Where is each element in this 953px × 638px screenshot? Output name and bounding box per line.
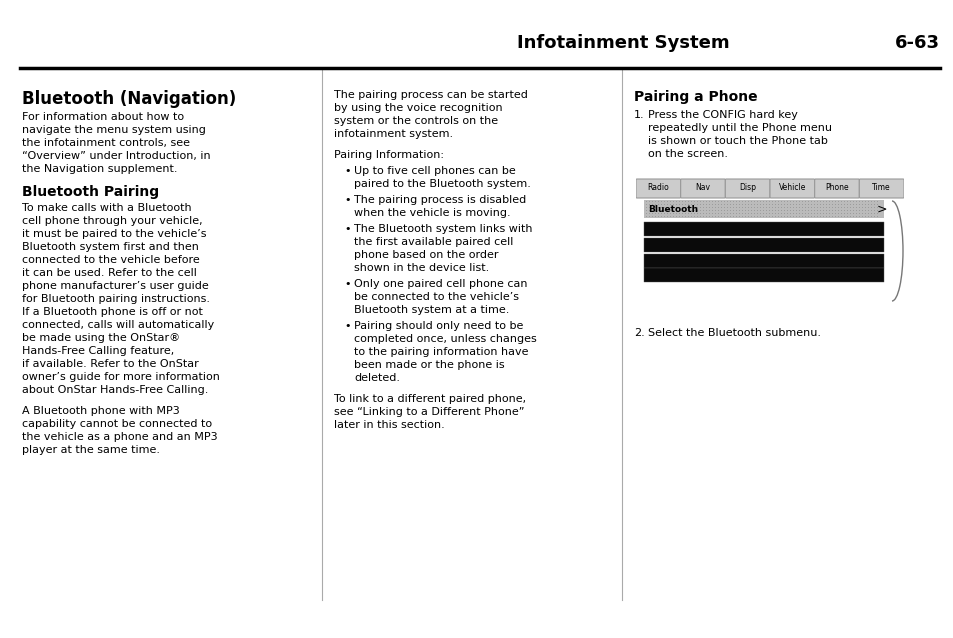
Text: 1.: 1. (634, 110, 644, 120)
Text: system or the controls on the: system or the controls on the (334, 116, 497, 126)
Text: the vehicle as a phone and an MP3: the vehicle as a phone and an MP3 (22, 432, 217, 442)
Text: Bluetooth system at a time.: Bluetooth system at a time. (354, 305, 509, 315)
Text: when the vehicle is moving.: when the vehicle is moving. (354, 208, 510, 218)
Text: infotainment system.: infotainment system. (334, 129, 453, 139)
Text: Radio: Radio (647, 184, 668, 193)
Text: Press the CONFIG hard key: Press the CONFIG hard key (647, 110, 797, 120)
Text: for Bluetooth pairing instructions.: for Bluetooth pairing instructions. (22, 294, 210, 304)
Text: about OnStar Hands-Free Calling.: about OnStar Hands-Free Calling. (22, 385, 208, 395)
Text: been made or the phone is: been made or the phone is (354, 360, 504, 370)
FancyBboxPatch shape (769, 179, 814, 198)
Text: deleted.: deleted. (354, 373, 399, 383)
Text: connected to the vehicle before: connected to the vehicle before (22, 255, 199, 265)
Text: Infotainment System: Infotainment System (517, 34, 729, 52)
FancyBboxPatch shape (814, 179, 859, 198)
Text: the first available paired cell: the first available paired cell (354, 237, 513, 247)
Text: The Bluetooth system links with: The Bluetooth system links with (354, 224, 532, 234)
Text: connected, calls will automatically: connected, calls will automatically (22, 320, 214, 330)
Bar (643, 222, 883, 236)
Text: the infotainment controls, see: the infotainment controls, see (22, 138, 190, 148)
Text: •: • (344, 279, 350, 289)
Bar (643, 238, 883, 252)
Text: owner’s guide for more information: owner’s guide for more information (22, 372, 219, 382)
Text: 2.: 2. (634, 328, 644, 338)
FancyBboxPatch shape (859, 179, 903, 198)
Text: cell phone through your vehicle,: cell phone through your vehicle, (22, 216, 202, 226)
Text: phone based on the order: phone based on the order (354, 250, 498, 260)
Text: Disp: Disp (739, 184, 756, 193)
Text: Bluetooth: Bluetooth (647, 205, 698, 214)
Text: Nav: Nav (695, 184, 710, 193)
Text: “Overview” under Introduction, in: “Overview” under Introduction, in (22, 151, 211, 161)
Text: Hands-Free Calling feature,: Hands-Free Calling feature, (22, 346, 174, 356)
Text: repeatedly until the Phone menu: repeatedly until the Phone menu (647, 123, 831, 133)
Text: phone manufacturer’s user guide: phone manufacturer’s user guide (22, 281, 209, 291)
Text: >: > (876, 202, 886, 216)
Text: paired to the Bluetooth system.: paired to the Bluetooth system. (354, 179, 530, 189)
Text: by using the voice recognition: by using the voice recognition (334, 103, 502, 113)
Text: Only one paired cell phone can: Only one paired cell phone can (354, 279, 527, 289)
Text: completed once, unless changes: completed once, unless changes (354, 334, 537, 344)
Text: Pairing a Phone: Pairing a Phone (634, 90, 757, 104)
Text: •: • (344, 321, 350, 331)
Bar (643, 254, 883, 268)
Text: Pairing should only need to be: Pairing should only need to be (354, 321, 523, 331)
Text: Pairing Information:: Pairing Information: (334, 150, 443, 160)
Text: Bluetooth system first and then: Bluetooth system first and then (22, 242, 198, 252)
Text: it must be paired to the vehicle’s: it must be paired to the vehicle’s (22, 229, 206, 239)
Text: player at the same time.: player at the same time. (22, 445, 160, 455)
Text: Select the Bluetooth submenu.: Select the Bluetooth submenu. (647, 328, 821, 338)
Text: if available. Refer to the OnStar: if available. Refer to the OnStar (22, 359, 198, 369)
Text: it can be used. Refer to the cell: it can be used. Refer to the cell (22, 268, 196, 278)
Text: the Navigation supplement.: the Navigation supplement. (22, 164, 177, 174)
Text: To make calls with a Bluetooth: To make calls with a Bluetooth (22, 203, 192, 213)
Text: 6-63: 6-63 (894, 34, 939, 52)
Text: A Bluetooth phone with MP3: A Bluetooth phone with MP3 (22, 406, 179, 416)
Text: see “Linking to a Different Phone”: see “Linking to a Different Phone” (334, 407, 524, 417)
FancyBboxPatch shape (636, 179, 679, 198)
Text: •: • (344, 224, 350, 234)
Text: is shown or touch the Phone tab: is shown or touch the Phone tab (647, 136, 827, 146)
Text: •: • (344, 195, 350, 205)
Text: capability cannot be connected to: capability cannot be connected to (22, 419, 212, 429)
Text: Phone: Phone (824, 184, 848, 193)
Text: •: • (344, 166, 350, 176)
Text: on the screen.: on the screen. (647, 149, 727, 159)
Text: The pairing process can be started: The pairing process can be started (334, 90, 527, 100)
Text: If a Bluetooth phone is off or not: If a Bluetooth phone is off or not (22, 307, 203, 317)
Text: later in this section.: later in this section. (334, 420, 444, 430)
FancyBboxPatch shape (679, 179, 724, 198)
Bar (643, 268, 883, 282)
Text: navigate the menu system using: navigate the menu system using (22, 125, 206, 135)
Bar (643, 200, 883, 218)
Text: Vehicle: Vehicle (778, 184, 805, 193)
Text: to the pairing information have: to the pairing information have (354, 347, 528, 357)
Text: be made using the OnStar®: be made using the OnStar® (22, 333, 180, 343)
Text: Up to five cell phones can be: Up to five cell phones can be (354, 166, 516, 176)
FancyBboxPatch shape (724, 179, 769, 198)
Text: Time: Time (871, 184, 890, 193)
Text: The pairing process is disabled: The pairing process is disabled (354, 195, 526, 205)
Text: To link to a different paired phone,: To link to a different paired phone, (334, 394, 525, 404)
Text: Bluetooth (Navigation): Bluetooth (Navigation) (22, 90, 236, 108)
Text: For information about how to: For information about how to (22, 112, 184, 122)
Text: Bluetooth Pairing: Bluetooth Pairing (22, 185, 159, 199)
Text: shown in the device list.: shown in the device list. (354, 263, 489, 273)
Text: be connected to the vehicle’s: be connected to the vehicle’s (354, 292, 518, 302)
